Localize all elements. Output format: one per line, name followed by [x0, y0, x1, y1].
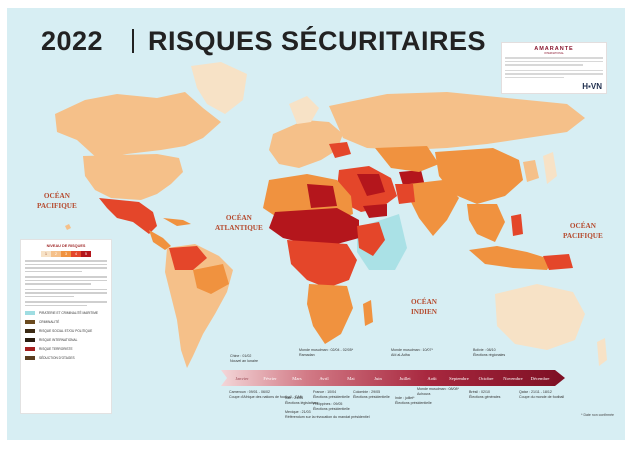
ocean-label-indian: OCÉAN INDIEN — [411, 298, 437, 316]
colombia-venezuela — [169, 246, 207, 270]
month-jul: Juillet — [399, 375, 411, 381]
legend-symbol-piracy: PIRATERIE ET CRIMINALITÉ MARITIME — [25, 311, 107, 315]
caribbean — [163, 218, 191, 226]
risk-level-3: 3 — [61, 251, 71, 257]
central-america — [149, 230, 171, 250]
hostage-icon — [25, 356, 35, 360]
scandinavia — [289, 96, 319, 124]
sponsor-brand: AMARANTE — [534, 46, 574, 52]
korea-japan — [523, 160, 539, 182]
legend-symbol-hostages: SÉDUCTION D'OTAGES — [25, 356, 107, 360]
central-asia — [375, 146, 439, 172]
event-bottom-4: Colombie : 29/05 Élections présidentiell… — [353, 390, 390, 399]
partner-logo: H▪VN — [582, 82, 602, 91]
risk-level-2: 2 — [51, 251, 61, 257]
ukraine — [329, 142, 351, 158]
month-jun: Juin — [374, 375, 382, 381]
legend-symbol-crime: CRIMINALITÉ — [25, 320, 107, 324]
canada — [55, 92, 221, 160]
risk-level-1: 1 — [41, 251, 51, 257]
new-zealand — [597, 338, 607, 366]
poster: 2022 RISQUES SÉCURITAIRES AMARANTE INTER… — [7, 8, 625, 440]
china — [435, 148, 523, 204]
sponsor-box: AMARANTE INTERNATIONAL H▪VN — [501, 42, 607, 94]
libya — [307, 184, 337, 208]
event-bottom-10: Qatar : 21/11 - 18/12 Coupe du monde de … — [519, 390, 565, 399]
month-jan: Janvier — [235, 375, 249, 381]
month-apr: Avril — [319, 375, 329, 381]
brazil-highrisk — [193, 264, 229, 294]
month-oct: Octobre — [478, 375, 494, 381]
month-aug: Août — [427, 375, 437, 381]
greenland — [191, 62, 247, 114]
event-bottom-9: Brésil : 02/10 Élections générales — [469, 390, 501, 399]
legend-symbol-terrorism: RISQUE TERRORISTE — [25, 347, 107, 351]
madagascar — [363, 300, 373, 326]
legend-symbol-social-political: RISQUE SOCIAL ET/OU POLITIQUE — [25, 329, 107, 333]
yemen — [363, 204, 387, 218]
event-top-4: Bolivie : 08/10 Élections régionales — [473, 348, 506, 357]
papua — [543, 254, 573, 270]
event-bottom-1: Cameroun : 09/01 - 06/02 Coupe d'Afrique… — [229, 390, 303, 399]
event-top-3: Monde musulman : 10/07* Aïd al-Adha — [391, 348, 433, 357]
horn-of-africa — [357, 222, 385, 256]
month-may: Mai — [347, 375, 355, 381]
iraq-syria — [357, 174, 385, 196]
risk-level-4: 4 — [71, 251, 81, 257]
event-bottom-3: France : 10/04 Élections présidentielle — [313, 390, 350, 399]
title-main: RISQUES SÉCURITAIRES — [147, 26, 487, 56]
event-bottom-8: Monde musulman : 08/08* Achoura — [417, 387, 459, 396]
legend-risk-scale: 1 2 3 4 5 — [25, 251, 107, 257]
ocean-label-pacific-west: OCÉAN PACIFIQUE — [37, 192, 77, 210]
event-bottom-7: Inde : juillet* Élections présidentielle — [395, 396, 432, 405]
social-political-icon — [25, 329, 35, 333]
mexico — [99, 198, 157, 234]
russia — [329, 92, 585, 150]
ocean-label-atlantic: OCÉAN ATLANTIQUE — [215, 214, 263, 232]
united-states — [83, 154, 183, 200]
terrorism-icon — [25, 347, 35, 351]
month-sep: Septembre — [449, 375, 469, 381]
pakistan — [395, 184, 415, 204]
title-year: 2022 — [41, 26, 104, 56]
sponsor-tagline: INTERNATIONAL — [544, 52, 564, 55]
legend-title: NIVEAU DE RISQUES — [46, 244, 86, 248]
legend-symbol-international: RISQUE INTERNATIONAL — [25, 338, 107, 342]
event-bottom-2: Iran : 21/03 Élections législatives — [285, 396, 319, 405]
japan — [543, 152, 557, 184]
title-separator — [131, 29, 134, 53]
hawaii — [65, 224, 71, 230]
timeline-arrow — [221, 370, 565, 386]
central-africa — [287, 240, 357, 288]
footnote: * Date non confirmée — [581, 413, 614, 417]
europe — [269, 120, 343, 168]
philippines — [511, 214, 523, 236]
event-top-2: Monde musulman : 02/04 - 02/05* Ramadan — [299, 348, 354, 357]
international-icon — [25, 338, 35, 342]
ocean-label-pacific-east: OCÉAN PACIFIQUE — [563, 222, 603, 240]
month-dec: Décembre — [530, 375, 550, 381]
crime-icon — [25, 320, 35, 324]
sahel — [269, 208, 359, 244]
southeast-asia — [467, 204, 505, 242]
month-feb: Février — [263, 375, 277, 381]
world-map — [55, 62, 607, 368]
event-top-1: Chine : 01/02 Nouvel an lunaire — [230, 354, 258, 363]
australia — [495, 284, 585, 350]
event-bottom-6: Mexique : 21/03 Référendum sur la révoca… — [285, 410, 370, 419]
southern-africa — [307, 284, 353, 344]
legend-panel: NIVEAU DE RISQUES 1 2 3 4 5 PIRATERIE ET… — [20, 239, 112, 414]
page-title: 2022 RISQUES SÉCURITAIRES — [41, 26, 486, 57]
piracy-swatch — [25, 311, 35, 315]
month-nov: Novembre — [503, 375, 523, 381]
india — [409, 180, 459, 236]
risk-level-5: 5 — [81, 251, 91, 257]
month-mar: Mars — [292, 375, 302, 381]
event-bottom-5: Philippines : 09/05 Élections présidenti… — [313, 402, 350, 411]
indonesia — [469, 246, 553, 270]
